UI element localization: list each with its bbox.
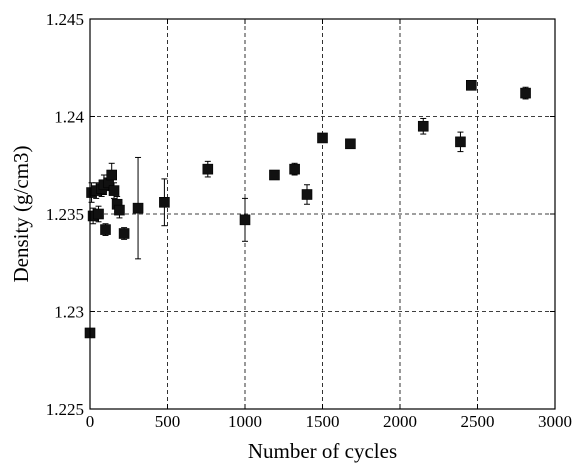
x-tick-label: 2000: [383, 412, 417, 431]
data-point: [269, 169, 280, 181]
x-tick-label: 1000: [228, 412, 262, 431]
data-point: [289, 163, 300, 175]
data-point: [93, 208, 104, 220]
data-point: [301, 189, 313, 200]
data-point: [345, 138, 356, 150]
x-axis-label: Number of cycles: [248, 439, 397, 463]
data-point: [118, 228, 130, 239]
x-tick-label: 2500: [461, 412, 495, 431]
x-tick-label: 1500: [306, 412, 340, 431]
y-tick-labels: 1.225 1.23 1.235 1.24 1.245: [46, 10, 85, 419]
data-point: [132, 202, 144, 214]
error-bars: [88, 80, 529, 260]
x-tick-label: 3000: [538, 412, 572, 431]
y-axis-label: Density (g/cm3): [9, 145, 33, 282]
data-point: [202, 163, 214, 175]
data-point: [465, 80, 477, 91]
y-tick-label: 1.23: [54, 303, 84, 322]
data-point: [114, 204, 125, 216]
data-point: [108, 185, 120, 196]
plot-frame: [89, 18, 556, 410]
data-point: [520, 87, 531, 99]
y-tick-label: 1.24: [54, 108, 84, 127]
x-tick-label: 0: [86, 412, 95, 431]
x-tick-label: 500: [155, 412, 181, 431]
data-point: [100, 224, 111, 235]
data-point: [317, 132, 328, 144]
y-tick-label: 1.245: [46, 10, 84, 29]
grid-lines: [90, 19, 555, 409]
data-point: [159, 197, 170, 208]
y-tick-label: 1.235: [46, 205, 84, 224]
data-point: [417, 120, 429, 132]
data-point: [455, 136, 466, 148]
x-tick-labels: 0 500 1000 1500 2000 2500 3000: [86, 412, 572, 431]
data-points: [84, 80, 531, 339]
data-point: [106, 169, 117, 181]
y-tick-label: 1.225: [46, 400, 84, 419]
data-point: [239, 214, 251, 226]
